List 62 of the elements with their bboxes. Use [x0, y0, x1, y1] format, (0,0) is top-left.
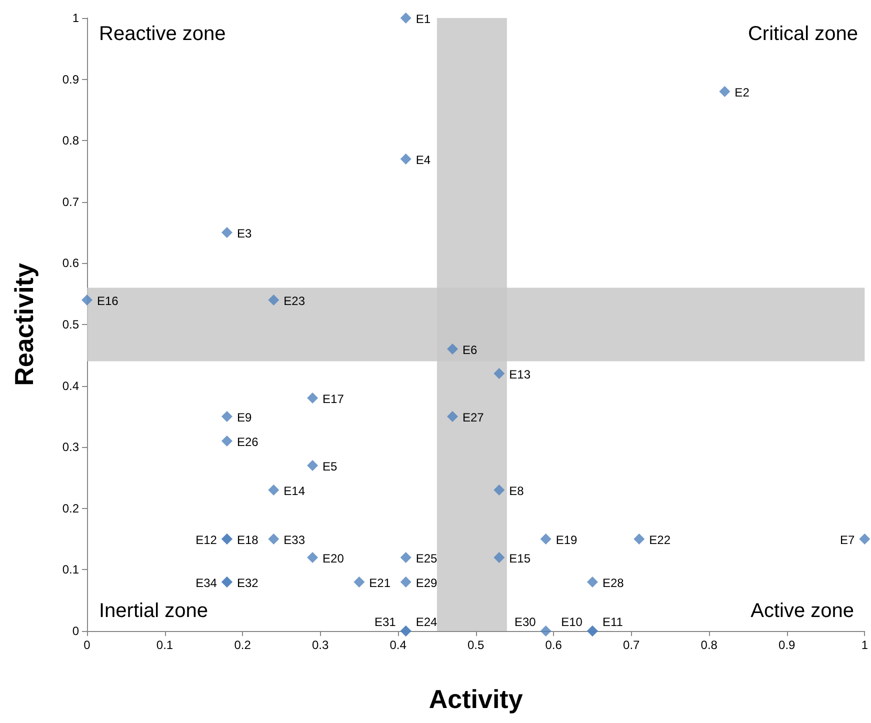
x-tick-label: 0.2: [234, 638, 252, 652]
annotation: E6: [462, 343, 478, 358]
y-tick-label: 0.2: [62, 501, 80, 516]
annotation: E13: [509, 368, 531, 382]
x-tick-label: 0: [84, 638, 91, 652]
annotation: E4: [416, 152, 431, 167]
annotation: E15: [509, 551, 531, 566]
annotation: Reactive zone: [99, 23, 226, 45]
annotation: E5: [322, 459, 338, 474]
x-tick-label: 0.3: [312, 638, 329, 652]
annotation: E20: [322, 551, 344, 566]
annotation: E1: [416, 12, 431, 26]
annotation: E7: [840, 533, 855, 548]
x-tick-label: 1: [861, 638, 868, 652]
annotation: Active zone: [750, 600, 854, 622]
y-tick-label: 0: [72, 624, 80, 638]
annotation: Critical zone: [748, 23, 858, 45]
annotation: E26: [236, 434, 259, 449]
annotation: E28: [602, 576, 624, 590]
x-tick-label: 0.5: [467, 638, 484, 652]
x-tick-label: 0.6: [545, 638, 562, 652]
annotation: E14: [284, 484, 306, 498]
annotation: E30: [514, 615, 536, 629]
annotation: E22: [649, 533, 671, 548]
annotation: E19: [556, 533, 578, 548]
y-tick-label: 0.8: [62, 134, 80, 148]
annotation: E9: [236, 410, 252, 424]
y-tick-label: 0.1: [62, 562, 80, 577]
annotation: E27: [462, 410, 484, 424]
annotation: E18: [236, 533, 259, 548]
y-tick-label: 1: [72, 11, 80, 25]
y-tick-label: 0.9: [62, 72, 80, 86]
y-tick-label: 0.7: [62, 194, 80, 209]
annotation: E11: [602, 615, 624, 629]
annotation: E3: [236, 226, 252, 241]
annotation: E8: [509, 484, 524, 498]
annotation: E24: [416, 615, 438, 629]
annotation: E12: [196, 533, 218, 548]
x-tick-label: 0.1: [156, 638, 174, 652]
annotation: Inertial zone: [99, 600, 208, 622]
annotation: E29: [416, 576, 438, 590]
x-tick-label: 0.7: [623, 638, 640, 652]
annotation: E25: [416, 551, 438, 566]
y-tick-label: 0.6: [62, 256, 80, 270]
annotation: E17: [322, 392, 344, 406]
annotation: E34: [196, 576, 218, 590]
annotation: E23: [284, 294, 306, 308]
annotation: E2: [734, 86, 750, 100]
x-axis-title: Activity: [428, 684, 524, 714]
annotation: E32: [236, 576, 259, 590]
annotation: E21: [369, 576, 391, 590]
y-tick-label: 0.5: [62, 318, 80, 332]
annotation: E33: [284, 533, 306, 548]
y-tick-label: 0.4: [62, 378, 80, 393]
annotation: E31: [374, 615, 396, 629]
annotation: E16: [97, 294, 119, 308]
x-tick-label: 0.9: [778, 638, 796, 652]
y-tick-label: 0.3: [62, 440, 80, 454]
annotation: E10: [561, 615, 583, 629]
y-axis-title: Reactivity: [9, 262, 39, 386]
x-tick-label: 0.4: [390, 638, 407, 652]
x-tick-label: 0.8: [700, 638, 718, 652]
